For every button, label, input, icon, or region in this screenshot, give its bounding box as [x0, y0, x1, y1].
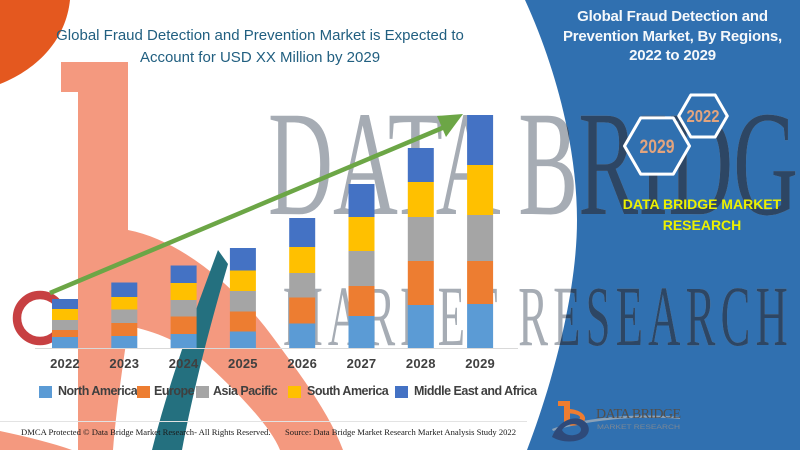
svg-text:2022: 2022	[687, 106, 720, 126]
svg-text:MARKET RESEARCH: MARKET RESEARCH	[597, 425, 680, 431]
svg-text:DATA BRIDGE: DATA BRIDGE	[596, 407, 681, 422]
svg-text:2029: 2029	[640, 136, 675, 158]
